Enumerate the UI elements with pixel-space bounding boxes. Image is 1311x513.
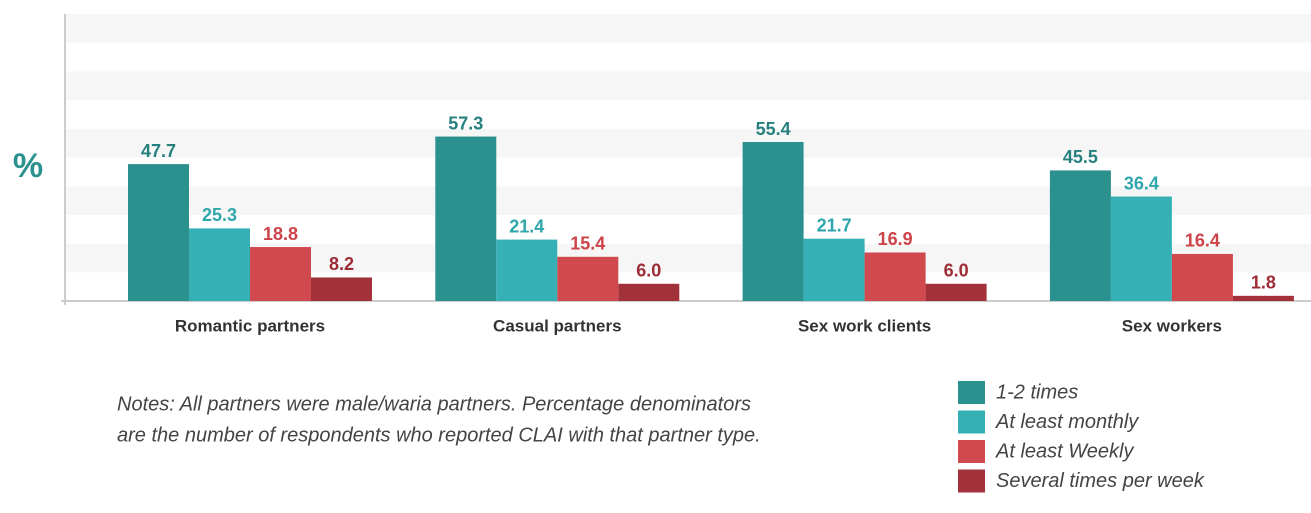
legend-label: Several times per week bbox=[996, 470, 1205, 492]
y-axis-label: % bbox=[13, 147, 43, 185]
bar bbox=[1171, 253, 1233, 301]
data-label: 57.3 bbox=[448, 113, 483, 133]
data-label: 6.0 bbox=[636, 261, 661, 281]
data-label: 55.4 bbox=[756, 119, 791, 139]
bar bbox=[435, 136, 497, 301]
bar bbox=[803, 238, 865, 301]
data-label: 36.4 bbox=[1124, 173, 1159, 193]
grid-band bbox=[65, 71, 1311, 101]
bar bbox=[925, 283, 987, 301]
legend-swatch bbox=[958, 381, 985, 404]
bar bbox=[557, 256, 619, 301]
bar bbox=[1232, 295, 1294, 301]
x-tick-label: Romantic partners bbox=[175, 316, 325, 335]
data-label: 16.4 bbox=[1185, 231, 1220, 251]
x-tick-label: Sex workers bbox=[1122, 316, 1222, 335]
data-label: 18.8 bbox=[263, 224, 298, 244]
legend-swatch bbox=[958, 410, 985, 434]
bar bbox=[128, 164, 189, 301]
note: Notes: All partners were male/waria part… bbox=[117, 393, 751, 415]
note: are the number of respondents who report… bbox=[117, 424, 761, 446]
bar bbox=[618, 283, 680, 301]
grid-band bbox=[65, 128, 1311, 158]
legend-label: At least Weekly bbox=[995, 440, 1134, 462]
legend-label: 1-2 times bbox=[996, 381, 1078, 403]
bar bbox=[250, 247, 311, 301]
bar bbox=[742, 142, 804, 301]
bar bbox=[1049, 170, 1111, 301]
bar bbox=[189, 228, 250, 301]
bar bbox=[311, 277, 372, 301]
data-label: 1.8 bbox=[1251, 273, 1276, 293]
legend-swatch bbox=[958, 469, 985, 493]
x-tick-label: Casual partners bbox=[493, 316, 622, 335]
bar bbox=[1110, 196, 1172, 301]
data-label: 15.4 bbox=[570, 234, 605, 254]
data-label: 21.7 bbox=[817, 215, 852, 235]
data-label: 6.0 bbox=[944, 261, 969, 281]
data-label: 45.5 bbox=[1063, 147, 1098, 167]
data-label: 16.9 bbox=[878, 229, 913, 249]
data-label: 25.3 bbox=[202, 205, 237, 225]
legend-label: At least monthly bbox=[995, 411, 1139, 433]
data-label: 8.2 bbox=[329, 254, 354, 274]
bar bbox=[496, 239, 558, 301]
x-tick-label: Sex work clients bbox=[798, 316, 931, 335]
bar bbox=[864, 252, 926, 301]
grid-band bbox=[65, 14, 1311, 43]
legend-swatch bbox=[958, 440, 985, 463]
data-label: 21.4 bbox=[509, 216, 544, 236]
data-label: 47.7 bbox=[141, 141, 176, 161]
